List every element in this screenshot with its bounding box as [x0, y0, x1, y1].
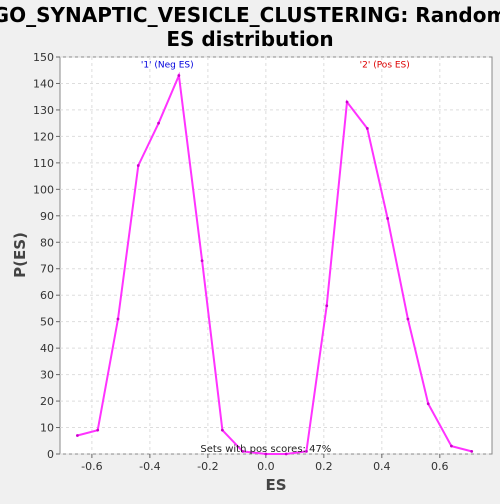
y-tick-label: 20: [40, 395, 54, 408]
chart-title-line-1: GO_SYNAPTIC_VESICLE_CLUSTERING: Random: [0, 3, 500, 27]
y-tick-label: 120: [33, 130, 54, 143]
y-tick-label: 90: [40, 210, 54, 223]
data-point: [241, 449, 245, 453]
x-tick-label: 0.2: [315, 460, 333, 473]
es-distribution-line: [77, 71, 472, 455]
y-tick-label: 70: [40, 263, 54, 276]
x-tick-label: 0.0: [257, 460, 275, 473]
data-point: [426, 402, 430, 406]
data-point: [177, 74, 181, 77]
data-point: [96, 428, 100, 432]
data-point: [386, 217, 390, 220]
gridlines: [60, 56, 492, 455]
data-point: [305, 449, 308, 453]
y-tick-label: 80: [40, 236, 54, 249]
data-point: [220, 428, 224, 432]
data-point: [406, 317, 410, 321]
plot-area: [59, 56, 493, 455]
data-point: [470, 449, 474, 453]
y-tick-label: 60: [40, 289, 54, 302]
data-point: [136, 164, 140, 167]
y-tick-label: 40: [40, 342, 54, 355]
x-tick-label: -0.2: [197, 460, 218, 473]
data-point: [116, 317, 120, 321]
data-point: [200, 259, 204, 263]
footnote: Sets with pos scores: 47%: [200, 444, 331, 455]
x-tick-label: 0.4: [373, 460, 391, 473]
data-point: [75, 434, 79, 437]
data-point: [365, 127, 369, 130]
x-axis-title: ES: [265, 476, 286, 494]
y-tick-label: 130: [33, 104, 54, 117]
y-tick-label: 10: [40, 422, 54, 435]
x-tick-label: 0.6: [431, 460, 449, 473]
y-tick-label: 150: [33, 51, 54, 64]
y-tick-label: 110: [33, 157, 54, 170]
y-axis-title: P(ES): [11, 232, 29, 278]
series-annotation: '1' (Neg ES): [141, 61, 194, 71]
data-point: [450, 444, 453, 448]
x-tick-label: -0.4: [139, 460, 160, 473]
y-tick-label: 30: [40, 369, 54, 382]
data-point: [345, 100, 349, 104]
data-point: [325, 304, 329, 308]
data-point: [264, 452, 268, 456]
y-tick-label: 140: [33, 77, 54, 90]
series-layer: [75, 71, 474, 456]
axes: 0 10 20 30 40 50 60 70 80 90 100 110 120 130 140 150 -0.…: [33, 51, 449, 473]
annotations: '1' (Neg ES) '2' (Pos ES): [141, 61, 410, 71]
x-tick-label: -0.6: [81, 460, 102, 473]
y-tick-label: 50: [40, 316, 54, 329]
y-tick-label: 0: [47, 448, 54, 461]
chart-title-line-2: ES distribution: [166, 27, 333, 51]
data-point: [157, 121, 160, 125]
data-point: [284, 452, 288, 456]
series-annotation: '2' (Pos ES): [360, 61, 410, 71]
y-tick-label: 100: [33, 183, 54, 196]
